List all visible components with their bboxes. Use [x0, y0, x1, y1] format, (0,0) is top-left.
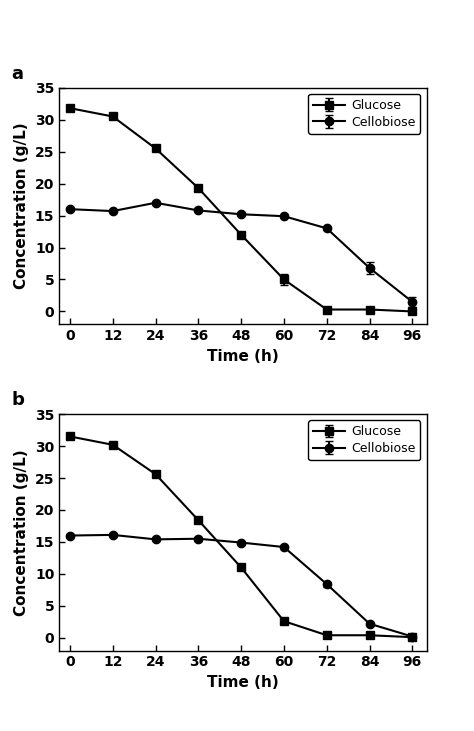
- Y-axis label: Concentration (g/L): Concentration (g/L): [14, 449, 29, 616]
- Legend: Glucose, Cellobiose: Glucose, Cellobiose: [309, 420, 420, 460]
- X-axis label: Time (h): Time (h): [207, 675, 279, 690]
- Legend: Glucose, Cellobiose: Glucose, Cellobiose: [309, 94, 420, 134]
- Text: b: b: [11, 391, 24, 409]
- Text: a: a: [11, 65, 24, 83]
- Y-axis label: Concentration (g/L): Concentration (g/L): [14, 123, 29, 289]
- X-axis label: Time (h): Time (h): [207, 349, 279, 363]
